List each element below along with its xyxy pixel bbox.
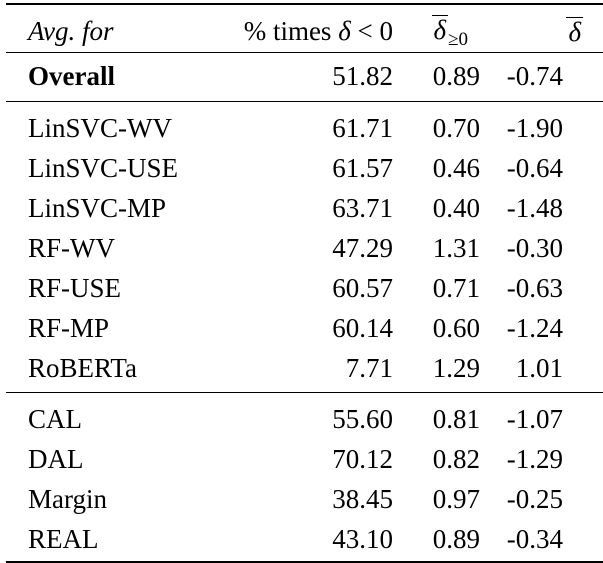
delta-cell: -0.25 bbox=[506, 484, 563, 514]
pct-times-text: % times bbox=[243, 16, 339, 47]
row-label-cell: LinSVC-WV bbox=[28, 113, 172, 143]
row-label-cell: RF-USE bbox=[28, 273, 122, 303]
pct-cell: 60.14 bbox=[332, 313, 393, 343]
less-than-zero-text: < 0 bbox=[350, 16, 393, 47]
delta-pos-cell: 0.97 bbox=[432, 484, 480, 514]
delta-pos-cell: 0.82 bbox=[432, 444, 480, 474]
delta-cell: -0.30 bbox=[506, 233, 563, 263]
row-label-cell: LinSVC-USE bbox=[28, 153, 179, 183]
pct-cell: 61.57 bbox=[332, 153, 393, 183]
table-row: RF-USE 60.57 0.71 -0.63 bbox=[6, 269, 603, 309]
models-section: LinSVC-WV 61.71 0.70 -1.90 LinSVC-USE 61… bbox=[6, 101, 603, 392]
delta-pos-cell: 0.46 bbox=[432, 153, 480, 183]
row-label-cell: RF-MP bbox=[28, 313, 110, 343]
row-label-cell: RF-WV bbox=[28, 233, 115, 263]
table-row: DAL 70.12 0.82 -1.29 bbox=[6, 440, 603, 480]
col-header-pct-delta-negative: % times δ < 0 bbox=[228, 4, 397, 52]
delta-pos-cell: 0.40 bbox=[432, 193, 480, 223]
pct-cell: 70.12 bbox=[332, 444, 393, 474]
delta-pos-cell: 0.89 bbox=[432, 524, 480, 554]
delta-pos-cell: 0.81 bbox=[432, 404, 480, 434]
delta-cell: 1.01 bbox=[515, 353, 563, 383]
col-header-avg-for: Avg. for bbox=[28, 16, 114, 47]
delta-cell: -0.63 bbox=[506, 273, 563, 303]
row-label-cell: Margin bbox=[28, 484, 107, 514]
pct-cell: 55.60 bbox=[332, 404, 393, 434]
delta-pos-cell: 0.89 bbox=[432, 61, 480, 91]
overall-section: Overall 51.82 0.89 -0.74 bbox=[6, 52, 603, 101]
table-row: RoBERTa 7.71 1.29 1.01 bbox=[6, 349, 603, 393]
table-header: Avg. for % times δ < 0 δ ≥0 δ bbox=[6, 4, 603, 52]
results-table: Avg. for % times δ < 0 δ ≥0 δ Overall 51.… bbox=[6, 3, 603, 563]
geq-zero-subscript: ≥0 bbox=[448, 28, 468, 50]
table-row-overall: Overall 51.82 0.89 -0.74 bbox=[6, 52, 603, 101]
delta-cell: -1.90 bbox=[506, 113, 563, 143]
delta-cell: -1.48 bbox=[506, 193, 563, 223]
col-header-mean-delta: δ bbox=[490, 4, 603, 52]
delta-pos-cell: 0.71 bbox=[432, 273, 480, 303]
row-label-cell: CAL bbox=[28, 404, 82, 434]
table-row: Margin 38.45 0.97 -0.25 bbox=[6, 480, 603, 520]
delta-cell: -1.29 bbox=[506, 444, 563, 474]
delta-bar-symbol: δ bbox=[566, 17, 583, 48]
table-row: CAL 55.60 0.81 -1.07 bbox=[6, 392, 603, 440]
pct-cell: 7.71 bbox=[345, 353, 393, 383]
pct-cell: 61.71 bbox=[332, 113, 393, 143]
table-row: RF-WV 47.29 1.31 -0.30 bbox=[6, 229, 603, 269]
delta-symbol: δ bbox=[338, 16, 351, 47]
pct-cell: 63.71 bbox=[332, 193, 393, 223]
row-label-cell: Overall bbox=[28, 61, 115, 91]
pct-cell: 60.57 bbox=[332, 273, 393, 303]
delta-pos-cell: 0.70 bbox=[432, 113, 480, 143]
delta-cell: -1.07 bbox=[506, 404, 563, 434]
strategies-section: CAL 55.60 0.81 -1.07 DAL 70.12 0.82 -1.2… bbox=[6, 392, 603, 562]
delta-pos-cell: 1.29 bbox=[432, 353, 480, 383]
header-row: Avg. for % times δ < 0 δ ≥0 δ bbox=[6, 4, 603, 52]
table-row: LinSVC-MP 63.71 0.40 -1.48 bbox=[6, 189, 603, 229]
delta-cell: -0.64 bbox=[506, 153, 563, 183]
table-row: RF-MP 60.14 0.60 -1.24 bbox=[6, 309, 603, 349]
row-label-cell: RoBERTa bbox=[28, 353, 137, 383]
pct-cell: 51.82 bbox=[332, 61, 393, 91]
pct-cell: 47.29 bbox=[332, 233, 393, 263]
delta-cell: -0.34 bbox=[506, 524, 563, 554]
row-label-cell: LinSVC-MP bbox=[28, 193, 167, 223]
delta-bar-symbol: δ bbox=[431, 14, 449, 45]
pct-cell: 38.45 bbox=[332, 484, 393, 514]
pct-cell: 43.10 bbox=[332, 524, 393, 554]
delta-cell: -1.24 bbox=[506, 313, 563, 343]
row-label-cell: DAL bbox=[28, 444, 84, 474]
col-header-mean-delta-nonnegative: δ ≥0 bbox=[397, 4, 490, 52]
delta-cell: -0.74 bbox=[506, 61, 563, 91]
delta-pos-cell: 1.31 bbox=[432, 233, 480, 263]
table-row: LinSVC-WV 61.71 0.70 -1.90 bbox=[6, 101, 603, 149]
delta-pos-cell: 0.60 bbox=[432, 313, 480, 343]
table-row: LinSVC-USE 61.57 0.46 -0.64 bbox=[6, 149, 603, 189]
row-label-cell: REAL bbox=[28, 524, 99, 554]
table-row: REAL 43.10 0.89 -0.34 bbox=[6, 520, 603, 562]
